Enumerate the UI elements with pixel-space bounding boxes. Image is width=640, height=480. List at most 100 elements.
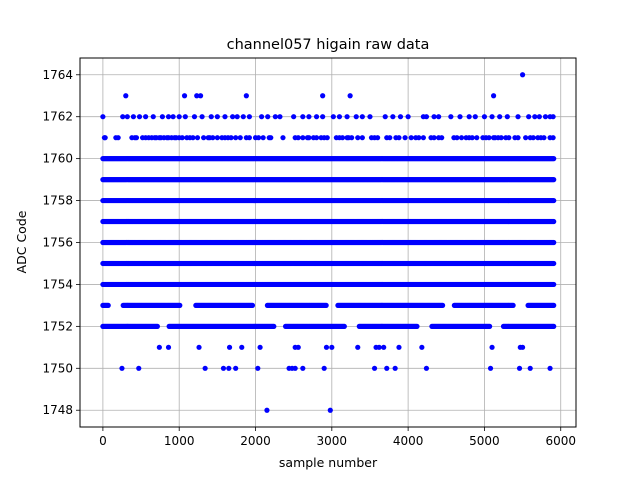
x-tick-label: 1000 [164,434,195,448]
data-point [486,135,492,141]
data-point [176,114,182,120]
data-point [341,323,347,329]
data-point [349,135,355,141]
data-point [194,93,200,99]
data-point [154,323,160,329]
data-point [150,114,156,120]
data-point [330,114,336,120]
data-point [329,344,335,350]
data-point [190,135,196,141]
data-point [268,135,274,141]
x-tick-label: 2000 [240,434,271,448]
data-point [490,93,497,99]
y-tick-label: 1764 [42,68,73,82]
data-point [196,344,202,350]
data-point [119,365,125,371]
data-point [515,114,521,120]
data-point [255,135,262,141]
y-tick-label: 1758 [42,194,73,208]
data-point [489,344,495,350]
data-point [327,407,333,413]
data-point [454,135,460,141]
data-point [344,114,350,120]
y-tick-label: 1752 [42,319,73,333]
data-point [300,135,306,141]
data-point [226,344,233,350]
data-point [228,135,234,141]
data-point [133,135,140,141]
data-point [551,281,557,288]
data-point [551,260,557,267]
x-tick-label: 6000 [545,434,576,448]
data-point [165,344,172,350]
data-point [431,114,437,120]
data-point [339,135,346,141]
data-point [498,135,504,141]
x-axis: 0 1000 2000 3000 4000 5000 6000 [99,427,576,448]
data-point [197,93,204,99]
data-point [419,344,425,350]
data-point [375,135,381,141]
data-point [526,114,532,120]
data-point [159,114,166,120]
data-point [530,135,536,141]
data-point [423,114,430,120]
data-point [355,344,361,350]
data-point [320,114,326,120]
data-point [472,114,478,120]
data-point [143,114,149,120]
data-point [100,114,106,120]
data-points [100,72,557,413]
data-point [519,344,526,350]
data-point [359,114,365,120]
data-point [208,114,214,120]
data-point [439,135,445,141]
data-point [220,365,227,371]
data-point [321,365,327,371]
y-tick-label: 1750 [42,361,73,375]
data-point [295,135,301,141]
data-point [271,323,277,329]
data-point [384,365,390,371]
x-tick-label: 4000 [393,434,424,448]
data-point [234,114,240,120]
data-point [550,135,556,141]
data-point [416,135,422,141]
data-point [259,114,265,120]
data-point [239,344,245,350]
data-point [541,135,547,141]
data-point [210,135,216,141]
data-point [306,135,312,141]
data-point [396,344,402,350]
data-point [246,135,252,141]
data-point [440,302,446,308]
data-point [136,114,143,120]
data-point [376,344,382,350]
data-point [130,114,137,120]
data-point [420,135,426,141]
data-point [551,177,557,183]
data-point [323,302,329,308]
data-point [102,135,108,141]
data-point [355,135,361,141]
data-point [202,365,208,371]
data-point [527,365,533,371]
x-axis-label: sample number [279,455,378,470]
y-tick-label: 1762 [42,110,73,124]
data-point [214,114,220,120]
data-point [291,114,297,120]
data-point [474,135,480,141]
data-point [246,114,252,120]
data-point [280,135,286,141]
data-point [504,114,510,120]
chart-title: channel057 higain raw data [227,37,430,53]
data-point [272,114,278,120]
data-point [233,365,239,371]
data-point [292,365,298,371]
data-point [367,114,373,120]
y-tick-label: 1754 [42,277,73,291]
data-point [371,365,378,371]
data-point [230,114,236,120]
data-point [405,114,411,120]
data-point [551,302,557,308]
